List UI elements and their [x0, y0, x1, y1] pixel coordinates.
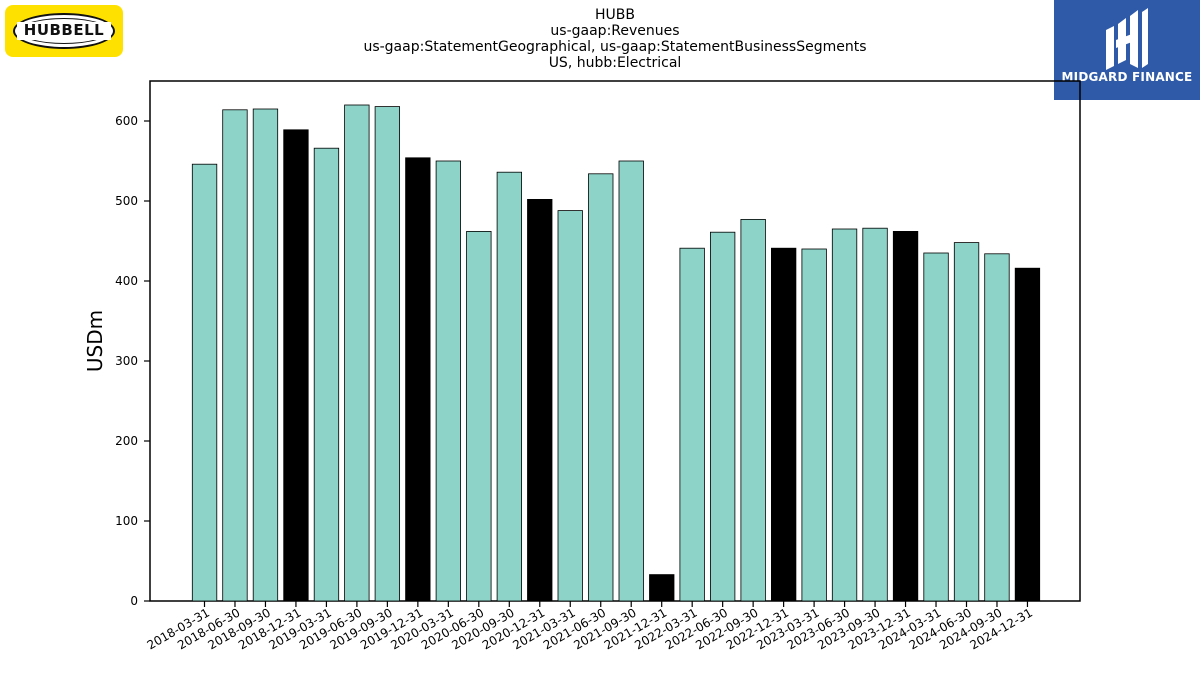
y-tick-label: 0	[130, 594, 138, 608]
hubbell-logo-text: HUBBELL	[23, 21, 105, 39]
bar-2023-12-31	[892, 230, 919, 602]
y-tick-label: 200	[115, 434, 138, 448]
title-line-3: us-gaap:StatementGeographical, us-gaap:S…	[363, 39, 867, 55]
bar-2021-12-31	[649, 574, 675, 602]
x-axis: 2018-03-312018-06-302018-09-302018-12-31…	[145, 601, 1035, 652]
bar-2020-12-31	[527, 198, 553, 602]
bar-2023-06-30	[831, 228, 858, 602]
y-tick-label: 400	[115, 274, 138, 288]
hubbell-logo: HUBBELL	[5, 5, 123, 57]
bar-2019-03-31	[313, 147, 340, 602]
bar-2024-06-30	[953, 242, 980, 602]
bar-2021-09-30	[618, 160, 644, 602]
bar-2024-03-31	[923, 252, 949, 602]
title-line-2: us-gaap:Revenues	[550, 23, 680, 39]
bar-2019-09-30	[374, 106, 401, 602]
plot-area-frame	[149, 80, 1081, 602]
y-tick-label: 500	[115, 194, 138, 208]
y-tick-label: 100	[115, 514, 138, 528]
bar-2024-09-30	[984, 253, 1010, 602]
y-axis: 0 100 200 300 400 500 600	[115, 114, 150, 608]
bar-2018-12-31	[283, 129, 309, 602]
title-line-1: HUBB	[595, 7, 635, 23]
bar-2021-06-30	[588, 173, 614, 602]
bar-2020-09-30	[496, 171, 523, 602]
bar-2022-09-30	[740, 218, 766, 602]
bar-2019-12-31	[405, 157, 431, 602]
title-line-4: US, hubb:Electrical	[548, 55, 682, 71]
bar-2022-12-31	[771, 247, 797, 602]
bar-group	[191, 104, 1041, 602]
bar-2022-06-30	[710, 231, 736, 602]
bar-2020-06-30	[466, 230, 492, 602]
bar-2023-03-31	[801, 248, 827, 602]
y-tick-label: 300	[115, 354, 138, 368]
chart-title: HUBB us-gaap:Revenues us-gaap:StatementG…	[250, 7, 980, 71]
y-axis-label: USDm	[83, 310, 107, 372]
y-tick-label: 600	[115, 114, 138, 128]
bar-2021-03-31	[557, 210, 583, 602]
midgard-emblem-icon	[1106, 8, 1148, 70]
bar-2024-12-31	[1014, 267, 1041, 602]
midgard-finance-logo: MIDGARD FINANCE	[1054, 0, 1200, 100]
bar-2018-03-31	[191, 163, 218, 602]
midgard-finance-logo-text: MIDGARD FINANCE	[1061, 70, 1193, 84]
bar-2018-09-30	[252, 108, 279, 602]
bar-2023-09-30	[862, 227, 888, 602]
bar-2019-06-30	[344, 104, 370, 602]
bar-2022-03-31	[679, 247, 705, 602]
bar-2020-03-31	[435, 160, 462, 602]
bar-2018-06-30	[222, 109, 248, 602]
